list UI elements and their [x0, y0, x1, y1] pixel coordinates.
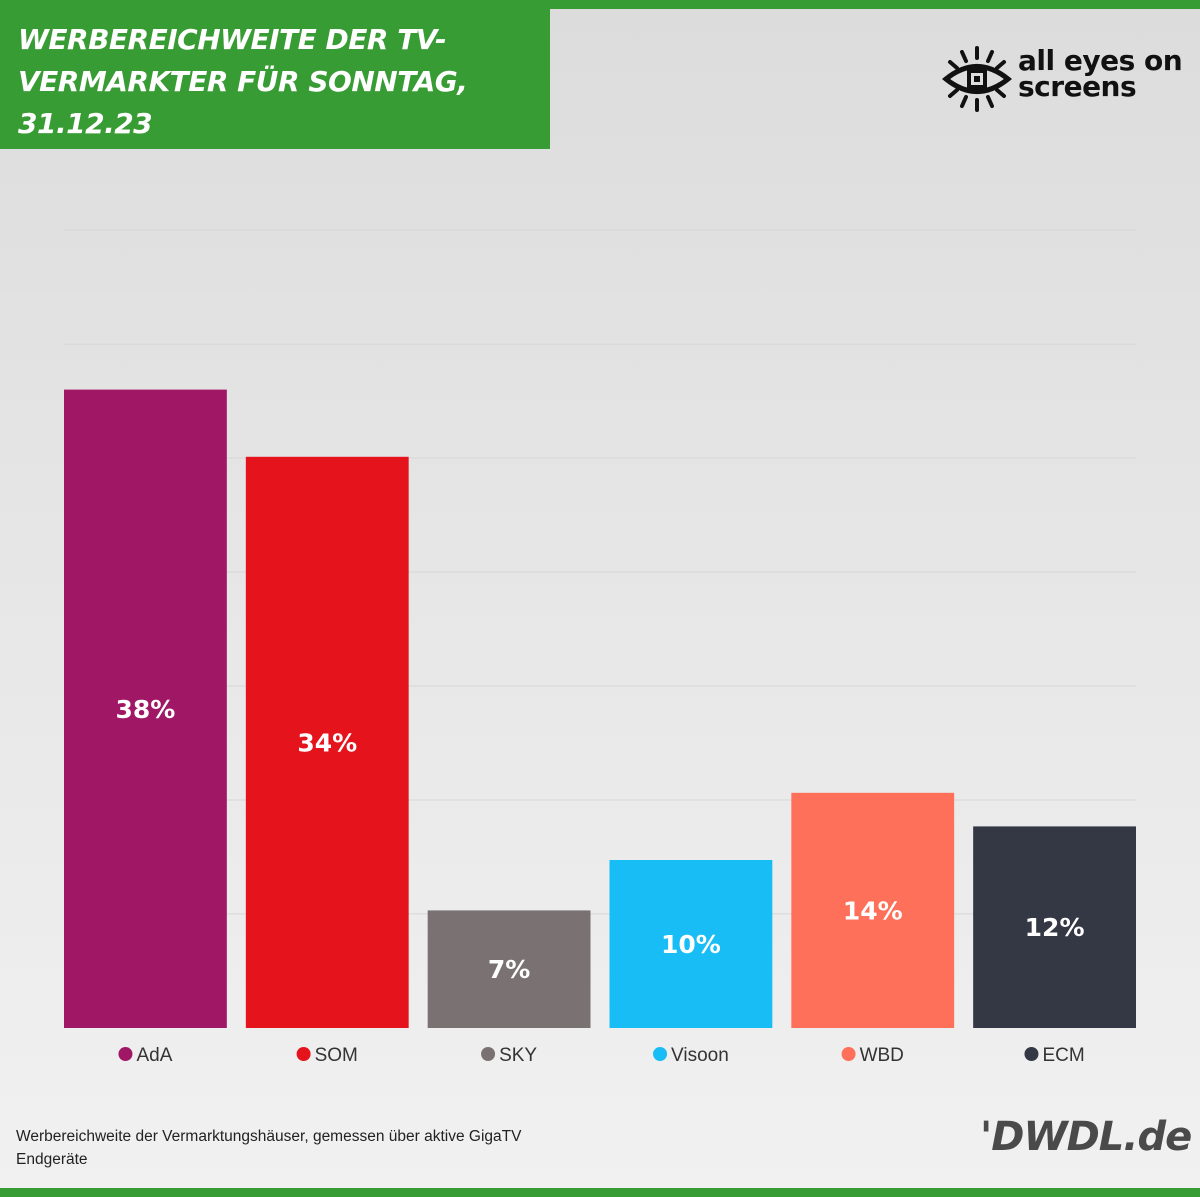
bar-ada — [64, 389, 227, 1029]
data-labels: 38% 34% 7% 10% 14% 12% — [115, 695, 1084, 984]
title-line-3: 31.12.23 — [18, 107, 153, 140]
data-label-ada: 38% — [115, 695, 175, 724]
legend-marker-sky — [481, 1047, 496, 1061]
gridlines — [64, 229, 1136, 915]
data-label-som: 34% — [297, 728, 357, 757]
title-banner: WERBEREICHWEITE DER TV- VERMARKTER FÜR S… — [0, 9, 550, 149]
data-label-ecm: 12% — [1025, 913, 1085, 942]
legend-item-ecm: ECM — [1024, 1045, 1085, 1066]
all-eyes-on-screens-logo: all eyes on screens — [942, 44, 1192, 114]
bar-visoon — [609, 860, 773, 1028]
title-line-1: WERBEREICHWEITE DER TV- — [18, 23, 447, 56]
eye-icon — [942, 46, 1012, 112]
title-line-2: VERMARKTER FÜR SONNTAG, — [18, 65, 468, 98]
legend-label-wbd: WBD — [860, 1045, 904, 1066]
logo-line-1: all eyes on — [1018, 44, 1183, 77]
legend-item-som: SOM — [296, 1045, 358, 1066]
dwdl-logo: 'DWDL.de — [980, 1114, 1192, 1160]
legend-item-ada: AdA — [118, 1045, 173, 1066]
data-label-wbd: 14% — [843, 896, 903, 925]
data-label-visoon: 10% — [661, 930, 721, 959]
legend-item-sky: SKY — [481, 1045, 537, 1066]
footnote-line-2: Endgeräte — [16, 1151, 88, 1168]
bar-som — [245, 456, 409, 1028]
legend-item-visoon: Visoon — [653, 1045, 729, 1066]
legend-marker-visoon — [653, 1047, 668, 1061]
legend-marker-ecm — [1024, 1047, 1039, 1061]
top-accent-stripe — [0, 0, 1200, 9]
legend-marker-som — [296, 1047, 311, 1061]
logo-wordmark: all eyes on screens — [1018, 44, 1183, 103]
bar-ecm — [973, 826, 1136, 1028]
page-title: WERBEREICHWEITE DER TV- VERMARKTER FÜR S… — [18, 19, 532, 145]
bars — [64, 389, 1136, 1029]
footnote-line-1: Werbereichweite der Vermarktungshäuser, … — [16, 1128, 522, 1145]
footnote: Werbereichweite der Vermarktungshäuser, … — [16, 1125, 586, 1171]
legend-label-visoon: Visoon — [671, 1045, 729, 1066]
legend-item-wbd: WBD — [841, 1045, 904, 1066]
legend-marker-wbd — [841, 1047, 856, 1061]
legend-label-sky: SKY — [499, 1045, 537, 1066]
logo-line-2: screens — [1018, 70, 1137, 103]
legend-label-som: SOM — [315, 1045, 358, 1066]
legend-label-ecm: ECM — [1042, 1045, 1084, 1066]
legend-marker-ada — [118, 1047, 133, 1061]
data-label-sky: 7% — [488, 955, 530, 984]
legend-label-ada: AdA — [136, 1045, 172, 1066]
legend: AdA SOM SKY Visoon WBD ECM — [118, 1045, 1085, 1066]
bottom-accent-stripe — [0, 1188, 1200, 1197]
bar-sky — [427, 910, 591, 1028]
bar-wbd — [791, 792, 955, 1028]
